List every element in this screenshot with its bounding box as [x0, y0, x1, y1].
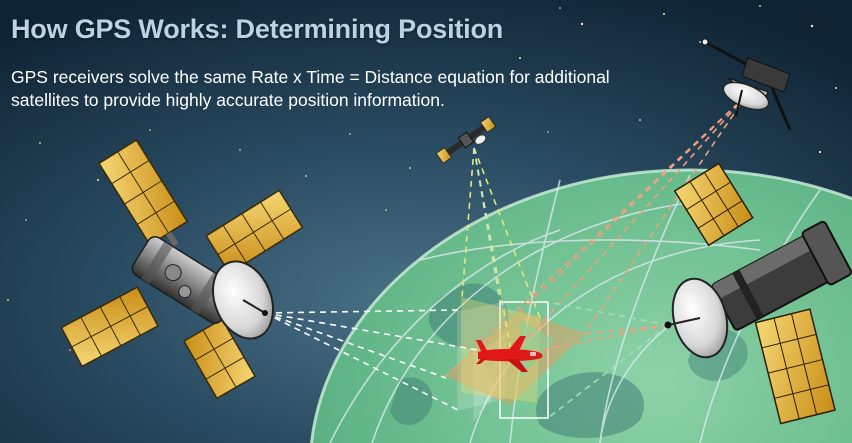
airplane — [476, 336, 543, 372]
page-subtitle: GPS receivers solve the same Rate x Time… — [11, 67, 610, 110]
page-title: How GPS Works: Determining Position — [11, 14, 504, 44]
globe-grid-lines — [329, 174, 821, 443]
signal-lines — [264, 95, 747, 419]
satellite-left — [60, 139, 304, 400]
satellite-top-center — [435, 116, 497, 164]
stars — [7, 5, 845, 351]
satellite-right — [664, 162, 852, 425]
satellite-top-right — [701, 38, 792, 131]
